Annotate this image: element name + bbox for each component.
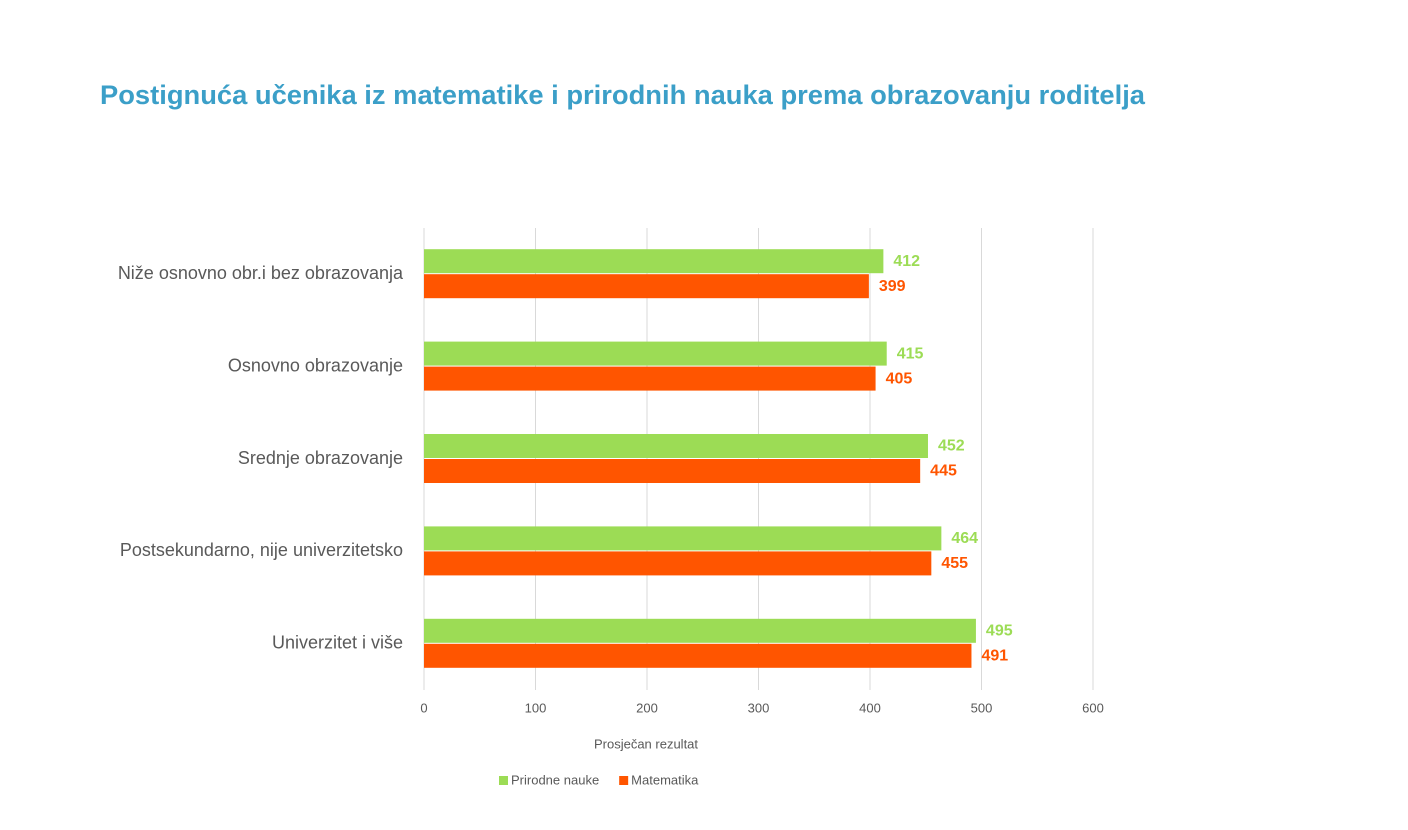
x-axis-title: Prosječan rezultat (594, 736, 698, 751)
bar (424, 459, 921, 483)
data-label: 464 (951, 530, 978, 547)
bar (424, 643, 972, 668)
bar (424, 249, 884, 274)
bar (424, 341, 887, 366)
x-tick-label: 500 (971, 700, 993, 715)
chart-title: Postignuća učenika iz matematike i priro… (100, 80, 1146, 110)
x-tick-label: 300 (748, 700, 770, 715)
bar (424, 434, 928, 458)
data-label: 415 (897, 345, 924, 362)
data-label: 452 (938, 438, 965, 455)
bar (424, 274, 869, 299)
bar (424, 526, 942, 551)
x-tick-label: 0 (420, 700, 427, 715)
data-label: 405 (886, 370, 913, 387)
legend-label: Prirodne nauke (511, 772, 599, 787)
bar (424, 551, 932, 576)
bar (424, 618, 976, 643)
x-tick-label: 200 (636, 700, 658, 715)
x-tick-label: 600 (1082, 700, 1104, 715)
x-tick-label: 100 (525, 700, 547, 715)
data-label: 445 (930, 463, 957, 480)
data-label: 455 (941, 555, 968, 572)
data-label: 495 (986, 623, 1013, 640)
x-tick-label: 400 (859, 700, 881, 715)
y-tick-label: Osnovno obrazovanje (228, 355, 403, 375)
data-label: 412 (893, 253, 920, 270)
bar (424, 366, 876, 391)
y-tick-label: Postsekundarno, nije univerzitetsko (120, 540, 403, 560)
legend-label: Matematika (631, 772, 699, 787)
y-tick-label: Univerzitet i više (272, 633, 403, 653)
data-label: 399 (879, 278, 906, 295)
y-tick-label: Srednje obrazovanje (238, 448, 403, 468)
data-label: 491 (981, 648, 1008, 665)
legend-swatch (499, 776, 508, 785)
y-tick-label: Niže osnovno obr.i bez obrazovanja (118, 263, 404, 283)
legend-swatch (619, 776, 629, 785)
